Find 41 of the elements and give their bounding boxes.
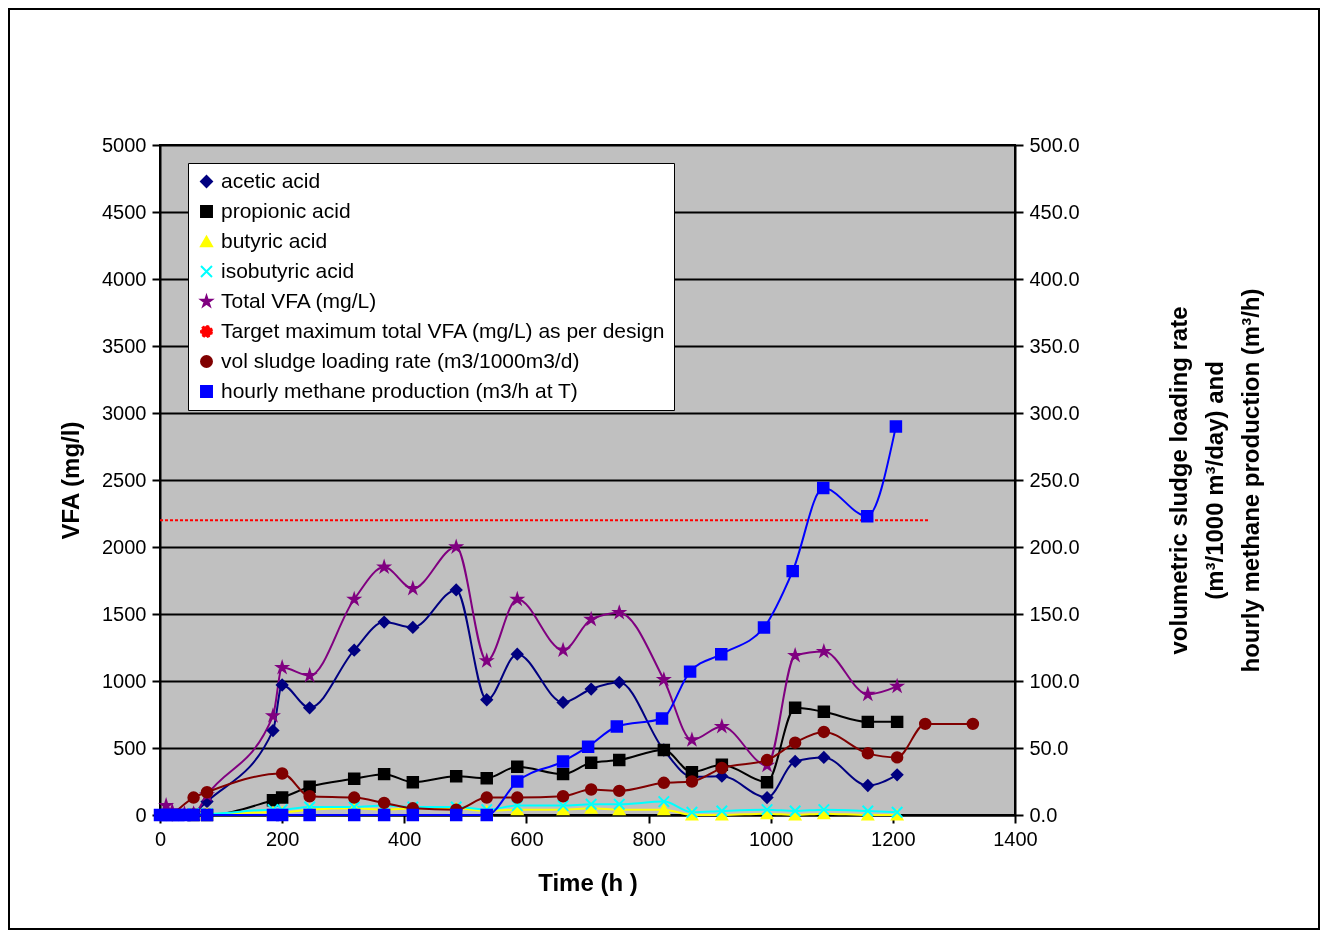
y2-tick-label: 500.0 xyxy=(1029,133,1080,156)
y-tick-label: 2500 xyxy=(102,468,147,491)
y2-tick-label: 350.0 xyxy=(1029,334,1080,357)
x-tick-label: 1400 xyxy=(993,827,1038,850)
x-tick-label: 800 xyxy=(632,827,666,850)
y2-tick-label: 250.0 xyxy=(1029,468,1080,491)
legend-label: butyric acid xyxy=(221,228,328,252)
y2-tick-label: 200.0 xyxy=(1029,535,1080,558)
y-tick-label: 1500 xyxy=(102,602,147,625)
y2-tick-label: 0.0 xyxy=(1029,803,1058,826)
legend-label: isobutyric acid xyxy=(221,258,355,282)
y-tick-label: 3500 xyxy=(102,334,147,357)
legend-label: Target maximum total VFA (mg/L) as per design xyxy=(221,318,665,342)
y-tick-label: 500 xyxy=(113,736,147,759)
y2-tick-label: 450.0 xyxy=(1029,200,1080,223)
x-tick-label: 400 xyxy=(388,827,422,850)
legend-label: hourly methane production (m3/h at T) xyxy=(221,378,578,402)
y2-tick-label: 400.0 xyxy=(1029,267,1080,290)
x-tick-label: 200 xyxy=(265,827,300,850)
y-tick-label: 5000 xyxy=(102,133,147,156)
legend-label: propionic acid xyxy=(221,198,351,222)
y-tick-label: 4000 xyxy=(102,267,147,290)
y-tick-label: 3000 xyxy=(102,401,147,424)
x-axis-title: Time (h ) xyxy=(538,868,638,896)
y-tick-label: 1000 xyxy=(102,669,147,692)
y2-tick-label: 150.0 xyxy=(1029,602,1080,625)
x-tick-label: 1200 xyxy=(871,827,916,850)
y2-axis-title: volumetric sludge loading rate (m³/1000 m³/day) and hourly methane production (m³/h) xyxy=(1164,288,1264,673)
y-tick-label: 0 xyxy=(135,803,147,826)
legend-label: Total VFA (mg/L) xyxy=(221,288,377,312)
legend-label: acetic acid xyxy=(221,168,321,192)
y-tick-label: 4500 xyxy=(102,200,147,223)
y2-tick-label: 300.0 xyxy=(1029,401,1080,424)
y2-tick-label: 100.0 xyxy=(1029,669,1080,692)
y-axis-title: VFA (mg/l) xyxy=(57,421,85,540)
x-tick-label: 0 xyxy=(154,827,167,850)
y-tick-label: 2000 xyxy=(102,535,147,558)
y2-tick-label: 50.0 xyxy=(1029,736,1069,759)
x-tick-label: 600 xyxy=(510,827,544,850)
x-tick-label: 1000 xyxy=(748,827,794,850)
legend-label: vol sludge loading rate (m3/1000m3/d) xyxy=(221,348,580,372)
